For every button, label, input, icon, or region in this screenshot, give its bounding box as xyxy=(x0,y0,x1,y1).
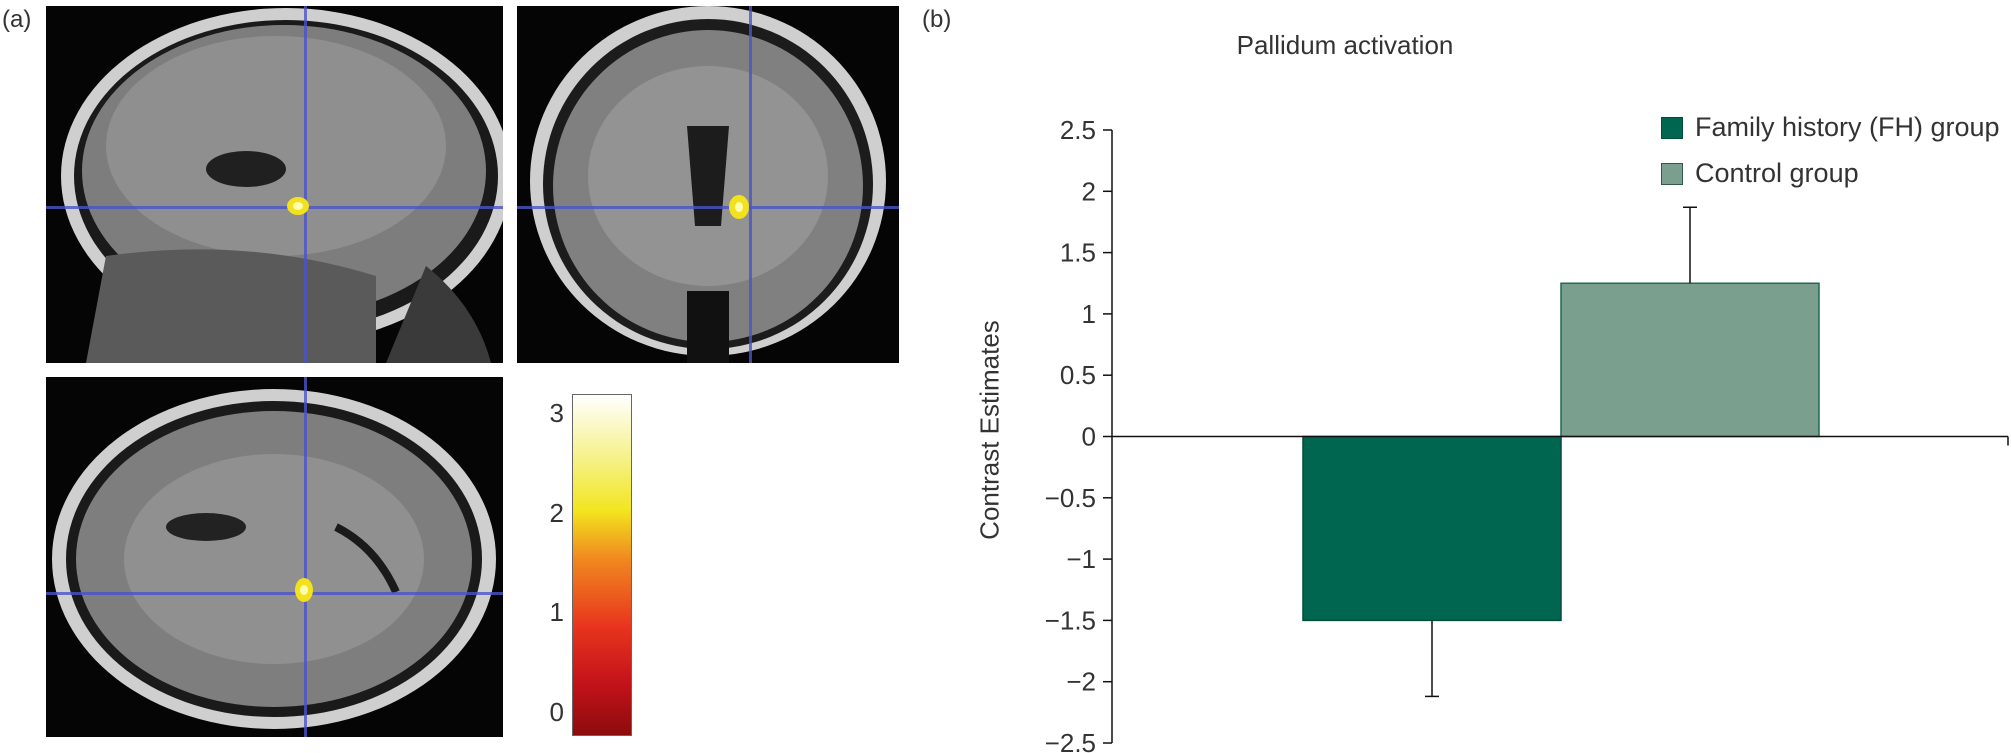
intensity-colorbar xyxy=(572,394,632,736)
y-tick-label: 2 xyxy=(1082,176,1096,206)
legend-swatch-control xyxy=(1661,162,1683,185)
colorbar-tick-label: 3 xyxy=(549,398,564,428)
panel-a-label: (a) xyxy=(2,6,32,33)
sagittal-brain-scan xyxy=(46,6,503,363)
coronal-brain-scan xyxy=(517,6,899,363)
y-tick-label: −2 xyxy=(1066,667,1096,697)
bar-chart: 2.5 2 1.5 1 0.5 0 −0.5 −1 −1.5 −2 −2.5 xyxy=(1045,115,2009,753)
axial-brain-scan xyxy=(46,377,503,737)
legend-label-fh: Family history (FH) group xyxy=(1695,112,2000,142)
legend-swatch-fh xyxy=(1661,116,1683,139)
y-tick-label: 1 xyxy=(1082,299,1096,329)
y-tick-label: −1 xyxy=(1066,544,1096,574)
y-tick-label: −0.5 xyxy=(1045,483,1096,513)
bar-control-group xyxy=(1560,282,1820,438)
legend-item-control-group: Control group xyxy=(1661,158,1859,189)
y-tick-label: 0.5 xyxy=(1060,360,1096,390)
legend-label-control: Control group xyxy=(1695,158,1859,188)
chart-title: Pallidum activation xyxy=(1236,30,1454,60)
y-tick-label: −1.5 xyxy=(1045,605,1096,635)
colorbar-tick-label: 1 xyxy=(549,597,564,627)
y-tick-label: 2.5 xyxy=(1060,115,1096,145)
bar-fh-group xyxy=(1302,435,1562,622)
colorbar-tick-label: 0 xyxy=(549,697,564,727)
legend-item-fh-group: Family history (FH) group xyxy=(1661,112,2000,143)
y-tick-label: 1.5 xyxy=(1060,238,1096,268)
colorbar-tick-label: 2 xyxy=(549,498,564,528)
panel-b-label: (b) xyxy=(922,6,952,33)
y-tick-label: −2.5 xyxy=(1045,728,1096,753)
y-tick-label: 0 xyxy=(1082,422,1096,452)
